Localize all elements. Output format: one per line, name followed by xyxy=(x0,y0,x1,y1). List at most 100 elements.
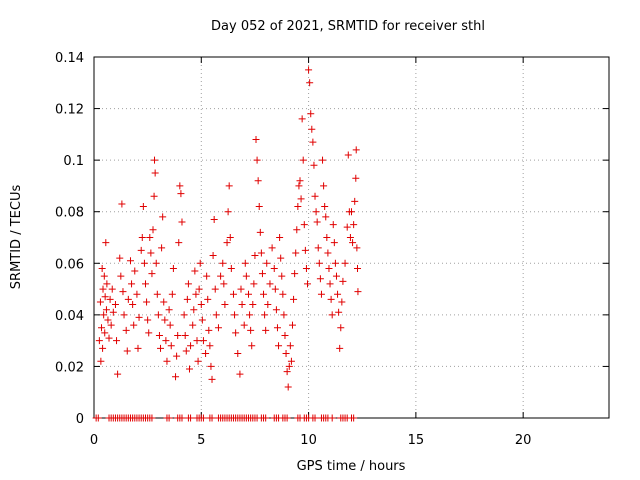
data-point xyxy=(314,244,322,252)
data-point xyxy=(143,298,151,306)
data-point xyxy=(174,331,182,339)
data-point xyxy=(253,156,261,164)
data-point xyxy=(145,329,153,337)
data-point xyxy=(280,311,288,319)
data-point xyxy=(271,285,279,293)
data-point xyxy=(148,414,156,422)
data-point xyxy=(154,311,162,319)
data-point xyxy=(211,285,219,293)
data-point xyxy=(178,218,186,226)
y-axis-label: SRMTID / TECUs xyxy=(9,185,24,290)
data-point xyxy=(219,259,227,267)
data-point xyxy=(258,270,266,278)
data-point xyxy=(111,301,119,309)
data-point xyxy=(297,195,305,203)
data-point xyxy=(210,215,218,223)
data-point xyxy=(205,326,213,334)
data-point xyxy=(221,301,229,309)
x-tick-label: 15 xyxy=(408,433,425,448)
data-point xyxy=(352,174,360,182)
data-point xyxy=(177,190,185,198)
data-point xyxy=(100,311,108,319)
data-point xyxy=(334,290,342,298)
data-point xyxy=(182,347,190,355)
data-point xyxy=(187,342,195,350)
data-point xyxy=(236,370,244,378)
x-tick-label: 0 xyxy=(90,433,98,448)
data-point xyxy=(292,249,300,257)
data-point xyxy=(249,301,257,309)
data-point xyxy=(308,125,316,133)
data-point xyxy=(105,334,113,342)
data-point xyxy=(206,342,214,350)
data-point xyxy=(309,138,317,146)
data-point xyxy=(169,264,177,272)
data-point xyxy=(266,280,274,288)
data-point xyxy=(335,308,343,316)
y-tick-label: 0.14 xyxy=(55,51,84,66)
data-point xyxy=(148,270,156,278)
data-point xyxy=(231,311,239,319)
data-point xyxy=(146,234,154,241)
data-point xyxy=(256,228,264,236)
data-point xyxy=(96,298,104,306)
data-point xyxy=(311,414,319,422)
data-point xyxy=(176,182,184,190)
data-point xyxy=(94,414,102,422)
data-point xyxy=(302,264,310,272)
data-point xyxy=(248,342,256,350)
data-point xyxy=(310,161,318,169)
data-point xyxy=(175,239,183,247)
data-point xyxy=(167,342,175,350)
data-point xyxy=(326,280,334,288)
grid-lines xyxy=(94,57,609,418)
data-point xyxy=(327,295,335,303)
data-point xyxy=(328,311,336,319)
data-point xyxy=(99,344,107,352)
data-point xyxy=(336,344,344,352)
data-point xyxy=(139,203,147,211)
data-point xyxy=(194,357,202,365)
data-point xyxy=(172,373,180,381)
data-point xyxy=(178,414,186,422)
data-point xyxy=(113,337,121,345)
data-point xyxy=(142,280,149,288)
data-point xyxy=(101,329,109,337)
data-point xyxy=(257,249,265,257)
data-point xyxy=(134,344,142,352)
data-point xyxy=(312,208,320,216)
x-axis-label: GPS time / hours xyxy=(297,459,406,474)
data-point xyxy=(300,221,308,229)
data-point xyxy=(354,264,362,272)
data-point xyxy=(283,414,291,422)
data-point xyxy=(159,213,167,221)
data-point xyxy=(185,365,193,373)
data-point xyxy=(158,244,166,252)
x-tick-label: 20 xyxy=(515,433,532,448)
data-point xyxy=(101,293,109,301)
data-point xyxy=(354,288,362,296)
data-point xyxy=(199,414,207,422)
data-point xyxy=(165,306,173,314)
data-point xyxy=(193,337,201,345)
data-point xyxy=(224,208,232,216)
data-point xyxy=(149,226,157,234)
data-point xyxy=(130,321,138,329)
data-point xyxy=(212,311,220,319)
data-point xyxy=(225,182,233,190)
data-point xyxy=(242,272,250,280)
data-point xyxy=(197,301,205,309)
data-point xyxy=(120,311,128,319)
data-point xyxy=(296,177,304,185)
data-point xyxy=(281,331,289,339)
data-point xyxy=(207,362,215,370)
data-point xyxy=(203,272,211,280)
data-point xyxy=(287,357,295,365)
data-point xyxy=(251,252,259,260)
data-point xyxy=(246,311,254,319)
data-point xyxy=(104,316,112,324)
data-point xyxy=(262,414,270,422)
data-point xyxy=(240,321,248,329)
data-point xyxy=(208,414,216,422)
data-point xyxy=(299,156,307,164)
